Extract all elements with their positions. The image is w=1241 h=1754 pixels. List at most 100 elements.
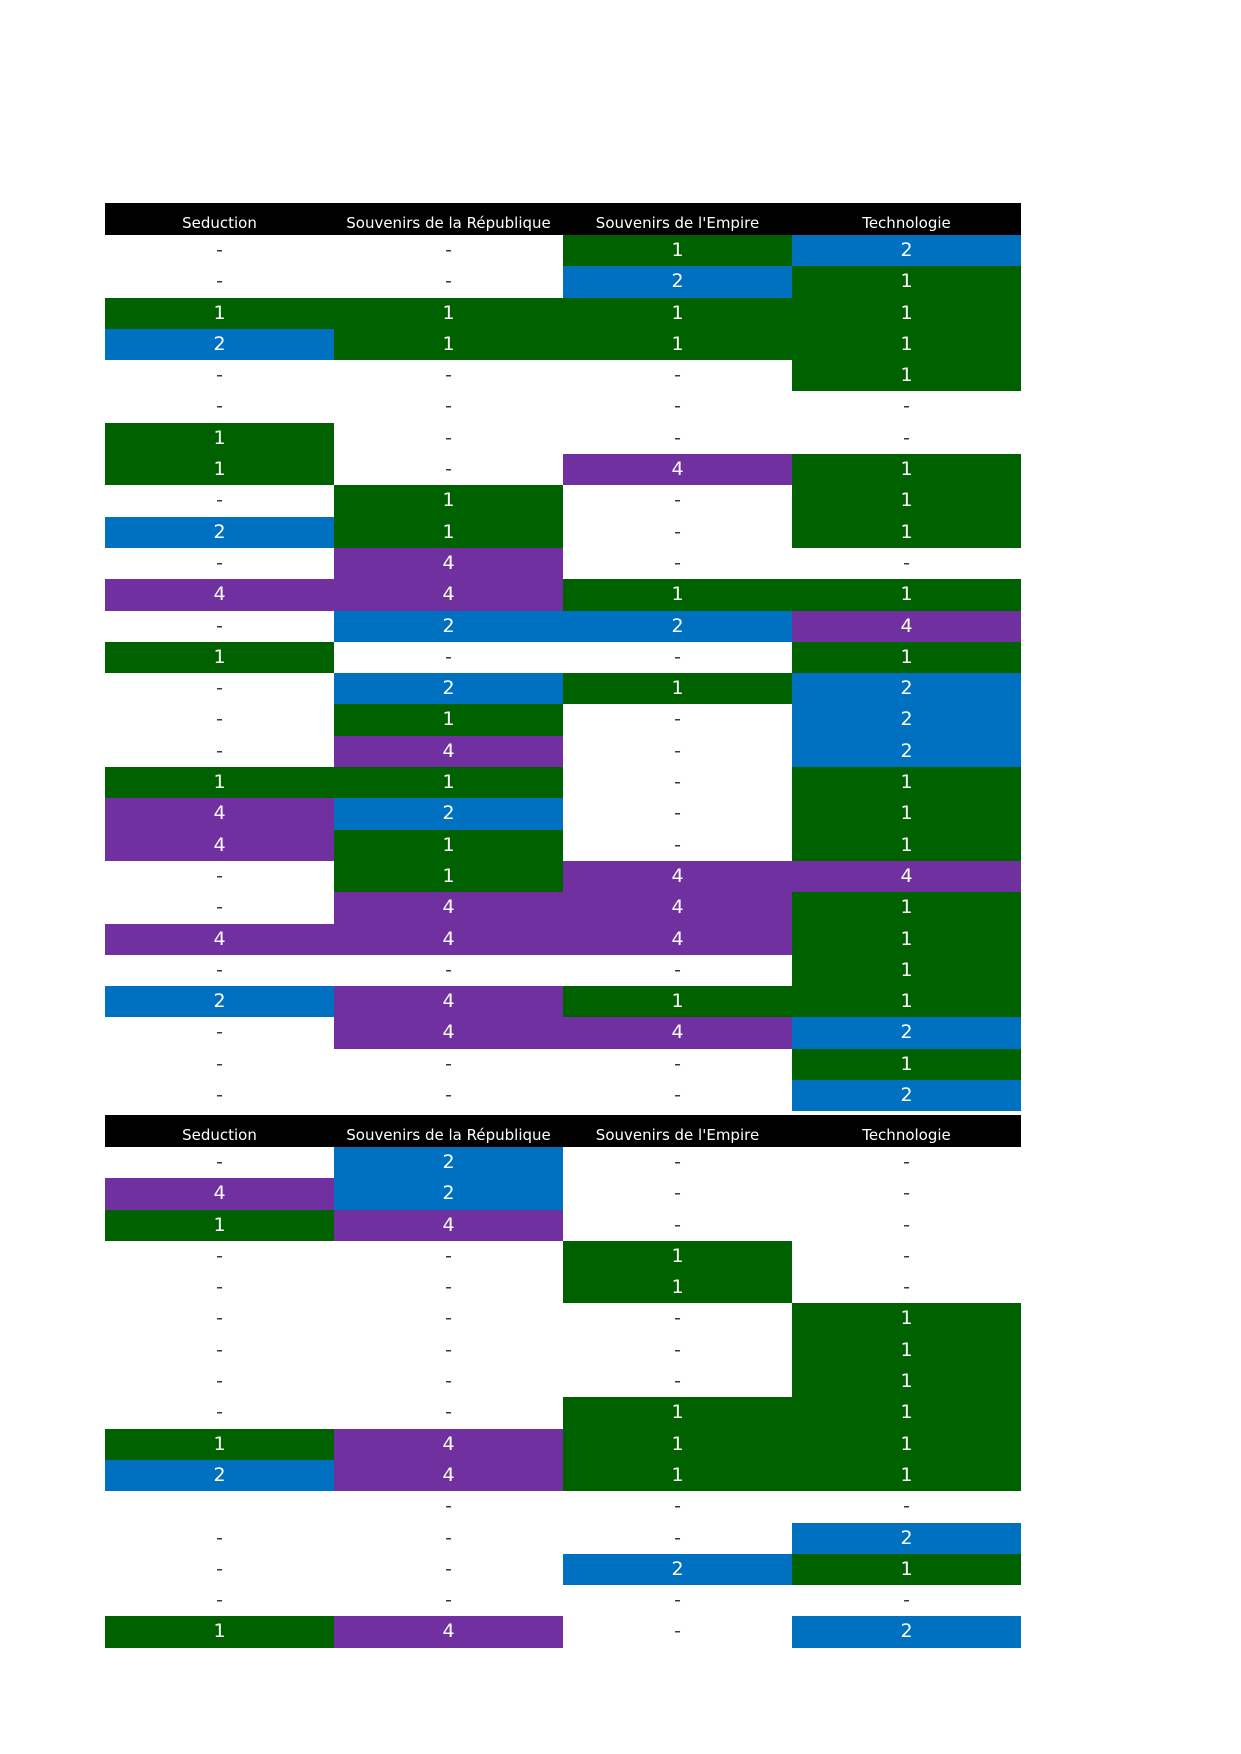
cell-souvenirs-republique: 1: [334, 767, 563, 799]
cell-souvenirs-republique: -: [445, 645, 452, 668]
column-header-seduction: Seduction: [182, 214, 257, 232]
header-row: Seduction Souvenirs de la République Souve…: [105, 203, 1021, 235]
column-header-technologie: Technologie: [862, 1126, 951, 1144]
cell-seduction: 1: [105, 1428, 334, 1460]
cell-technologie: -: [903, 1589, 910, 1612]
cell-seduction: 1: [105, 297, 334, 329]
cell-souvenirs-republique: 1: [334, 704, 563, 736]
cell-souvenirs-empire: 4: [563, 860, 792, 893]
cell-souvenirs-empire: -: [674, 1526, 681, 1549]
cell-souvenirs-republique: 2: [334, 798, 563, 830]
cell-seduction: 4: [105, 579, 334, 611]
cell-technologie: 4: [792, 610, 1021, 642]
table-row: - - - 2: [105, 1522, 1021, 1554]
cell-seduction: -: [216, 239, 223, 261]
cell-seduction: 4: [105, 1178, 334, 1210]
cell-souvenirs-empire: 1: [563, 1272, 792, 1304]
cell-technologie: 2: [792, 735, 1021, 768]
table-row: - - 1 -: [105, 1240, 1021, 1273]
cell-seduction: -: [216, 1084, 223, 1107]
cell-technologie: -: [903, 1495, 910, 1518]
cell-souvenirs-republique: 4: [334, 547, 563, 580]
cell-seduction: 2: [105, 986, 334, 1018]
cell-souvenirs-republique: -: [445, 1052, 452, 1075]
cell-technologie: 1: [792, 579, 1021, 611]
cell-technologie: 1: [792, 923, 1021, 955]
cell-seduction: -: [216, 1589, 223, 1612]
table-row: ----: [105, 1585, 1021, 1616]
score-table-top: Seduction Souvenirs de la République Souve…: [105, 203, 1021, 1112]
cell-souvenirs-empire: 4: [563, 1017, 792, 1049]
cell-souvenirs-empire: 1: [563, 328, 792, 361]
table-row: - 1 - 2: [105, 704, 1021, 736]
cell-seduction: 4: [105, 923, 334, 955]
cell-seduction: -: [216, 1401, 223, 1424]
cell-souvenirs-republique: 1: [334, 328, 563, 361]
cell-souvenirs-empire: 2: [563, 1553, 792, 1586]
cell-souvenirs-republique: -: [445, 1307, 452, 1330]
cell-souvenirs-republique: 2: [334, 610, 563, 642]
cell-technologie: 1: [792, 1553, 1021, 1586]
cell-souvenirs-empire: -: [674, 958, 681, 981]
cell-technologie: 1: [792, 798, 1021, 830]
cell-seduction: -: [216, 1338, 223, 1361]
table-row: - 2 - -: [105, 1147, 1021, 1179]
cell-souvenirs-empire: -: [674, 395, 681, 418]
cell-seduction: 4: [105, 829, 334, 861]
cell-souvenirs-republique: -: [445, 426, 452, 449]
cell-souvenirs-republique: -: [445, 1370, 452, 1393]
cell-souvenirs-empire: -: [674, 551, 681, 574]
cell-souvenirs-empire: -: [674, 1151, 681, 1173]
cell-souvenirs-republique: -: [445, 458, 452, 481]
cell-souvenirs-republique: 1: [334, 485, 563, 517]
cell-souvenirs-republique: 1: [334, 297, 563, 329]
cell-technologie: 2: [792, 1080, 1021, 1112]
cell-seduction: 1: [105, 1616, 334, 1648]
column-header-technologie: Technologie: [862, 214, 951, 232]
cell-seduction: -: [216, 864, 223, 887]
cell-seduction: -: [216, 1052, 223, 1075]
cell-technologie: 2: [792, 1017, 1021, 1049]
cell-technologie: 1: [792, 829, 1021, 861]
cell-technologie: 1: [792, 1048, 1021, 1081]
cell-seduction: 2: [105, 328, 334, 361]
cell-seduction: -: [216, 708, 223, 731]
cell-seduction: 1: [105, 767, 334, 799]
cell-seduction: -: [216, 958, 223, 981]
cell-seduction: -: [216, 270, 223, 293]
table-row: - - - 1: [105, 1334, 1021, 1367]
cell-souvenirs-empire: 1: [563, 1428, 792, 1460]
cell-seduction: -: [216, 489, 223, 512]
cell-souvenirs-republique: -: [445, 364, 452, 387]
table-row: - - - 1: [105, 1048, 1021, 1081]
cell-technologie: -: [903, 395, 910, 418]
cell-seduction: -: [216, 896, 223, 919]
cell-technologie: 4: [792, 860, 1021, 893]
cell-seduction: -: [216, 1021, 223, 1044]
cell-souvenirs-empire: 4: [563, 454, 792, 486]
cell-souvenirs-empire: -: [674, 1370, 681, 1393]
cell-seduction: 1: [105, 1209, 334, 1241]
cell-souvenirs-empire: 1: [563, 673, 792, 705]
cell-seduction: 2: [105, 516, 334, 548]
cell-souvenirs-empire: 2: [563, 610, 792, 642]
cell-technologie: 1: [792, 1366, 1021, 1398]
cell-souvenirs-republique: 1: [334, 860, 563, 893]
cell-souvenirs-empire: -: [674, 364, 681, 387]
cell-souvenirs-empire: -: [674, 708, 681, 731]
cell-seduction: -: [216, 1370, 223, 1393]
column-header-souvenirs-republique: Souvenirs de la République: [346, 214, 551, 232]
cell-seduction: -: [216, 1276, 223, 1299]
